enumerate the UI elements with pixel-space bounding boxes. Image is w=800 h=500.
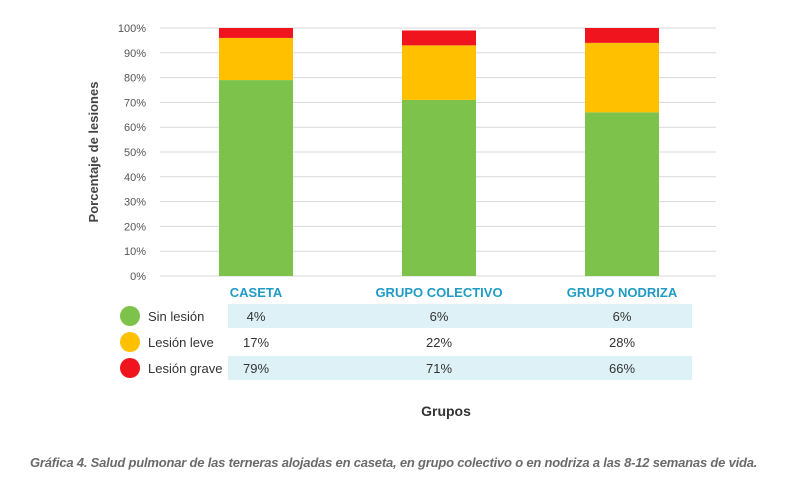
table-cell: 6%: [613, 309, 632, 324]
legend-marker: [120, 332, 140, 352]
y-tick-label: 40%: [124, 172, 146, 184]
y-tick-label: 60%: [124, 122, 146, 134]
y-tick-label: 70%: [124, 97, 146, 109]
stacked-bar-chart: 0% 10% 20% 30% 40% 50% 60% 70% 80% 90% 100% CASETA…: [86, 23, 716, 419]
y-tick-label: 20%: [124, 221, 146, 233]
y-axis-label: Porcentaje de lesiones: [86, 82, 101, 223]
table-cell: 28%: [609, 335, 635, 350]
bar-segment: [219, 80, 293, 276]
bar-segment: [219, 37, 293, 81]
data-table: Sin lesión 4% 6% 6% Lesión leve 17% 22% 28% Lesi…: [120, 304, 692, 380]
table-cell: 71%: [426, 361, 452, 376]
x-axis-label: Grupos: [421, 403, 471, 419]
figure-caption: Gráfica 4. Salud pulmonar de las ternera…: [30, 455, 758, 470]
category-labels: CASETA GRUPO COLECTIVO GRUPO NODRIZA: [230, 285, 678, 300]
y-tick-label: 90%: [124, 48, 146, 60]
legend-label: Lesión grave: [148, 361, 222, 376]
legend-marker: [120, 358, 140, 378]
bar-segment: [585, 42, 659, 113]
category-label: CASETA: [230, 285, 283, 300]
y-tick-label: 100%: [118, 23, 146, 35]
legend-label: Sin lesión: [148, 309, 204, 324]
bar-segment: [585, 112, 659, 276]
table-cell: 4%: [247, 309, 266, 324]
y-axis-ticks: 0% 10% 20% 30% 40% 50% 60% 70% 80% 90% 100%: [118, 23, 146, 283]
y-tick-label: 10%: [124, 246, 146, 258]
y-tick-label: 30%: [124, 197, 146, 209]
table-cell: 6%: [430, 309, 449, 324]
bar-segment: [402, 45, 476, 100]
table-cell: 66%: [609, 361, 635, 376]
table-cell: 17%: [243, 335, 269, 350]
legend-marker: [120, 306, 140, 326]
category-label: GRUPO COLECTIVO: [375, 285, 502, 300]
y-tick-label: 50%: [124, 147, 146, 159]
bar-segment: [585, 28, 659, 43]
table-row-stripe: [228, 304, 692, 328]
bar-segment: [219, 28, 293, 38]
bar-segment: [402, 99, 476, 276]
y-tick-label: 0%: [130, 271, 146, 283]
bar-segment: [402, 30, 476, 46]
legend-label: Lesión leve: [148, 335, 214, 350]
y-tick-label: 80%: [124, 73, 146, 85]
bars: [219, 28, 659, 276]
category-label: GRUPO NODRIZA: [567, 285, 678, 300]
table-row-stripe: [228, 356, 692, 380]
table-cell: 79%: [243, 361, 269, 376]
table-cell: 22%: [426, 335, 452, 350]
